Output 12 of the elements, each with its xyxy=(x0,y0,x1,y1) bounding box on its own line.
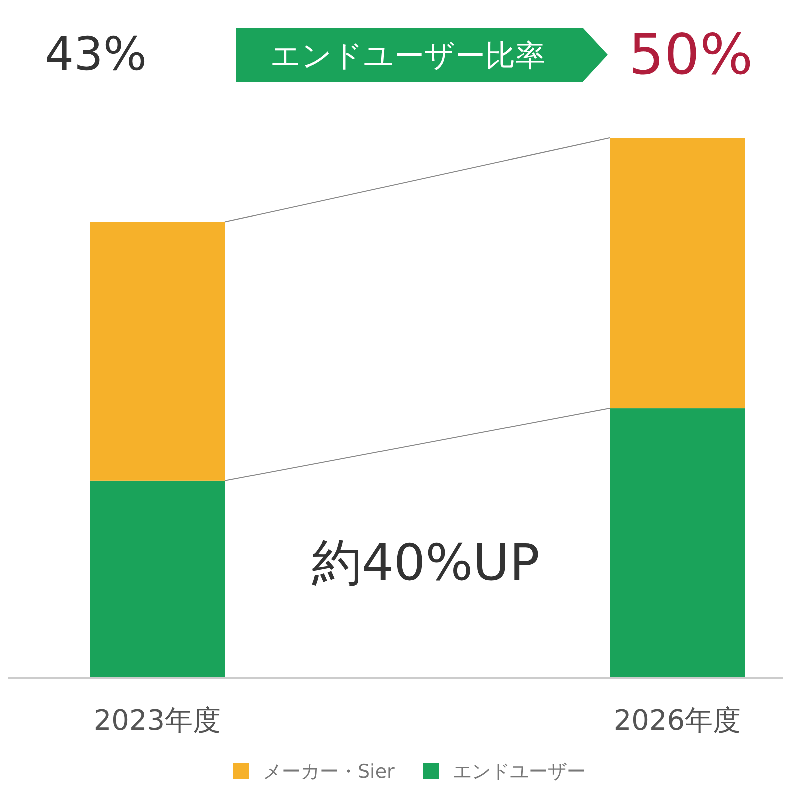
text: 50% xyxy=(628,23,754,88)
text: 43% xyxy=(44,27,148,81)
x-tick-label: 2023年度 xyxy=(94,704,222,737)
text: エンドユーザー比率 xyxy=(270,39,546,74)
annotation: 約40%UP xyxy=(312,534,540,592)
legend-label: メーカー・Sier xyxy=(263,761,396,783)
legend-label: エンドユーザー xyxy=(453,761,586,783)
bar xyxy=(610,138,745,409)
bar xyxy=(610,408,745,678)
bar xyxy=(90,222,225,481)
bar xyxy=(90,480,225,678)
x-tick-label: 2026年度 xyxy=(614,704,742,737)
